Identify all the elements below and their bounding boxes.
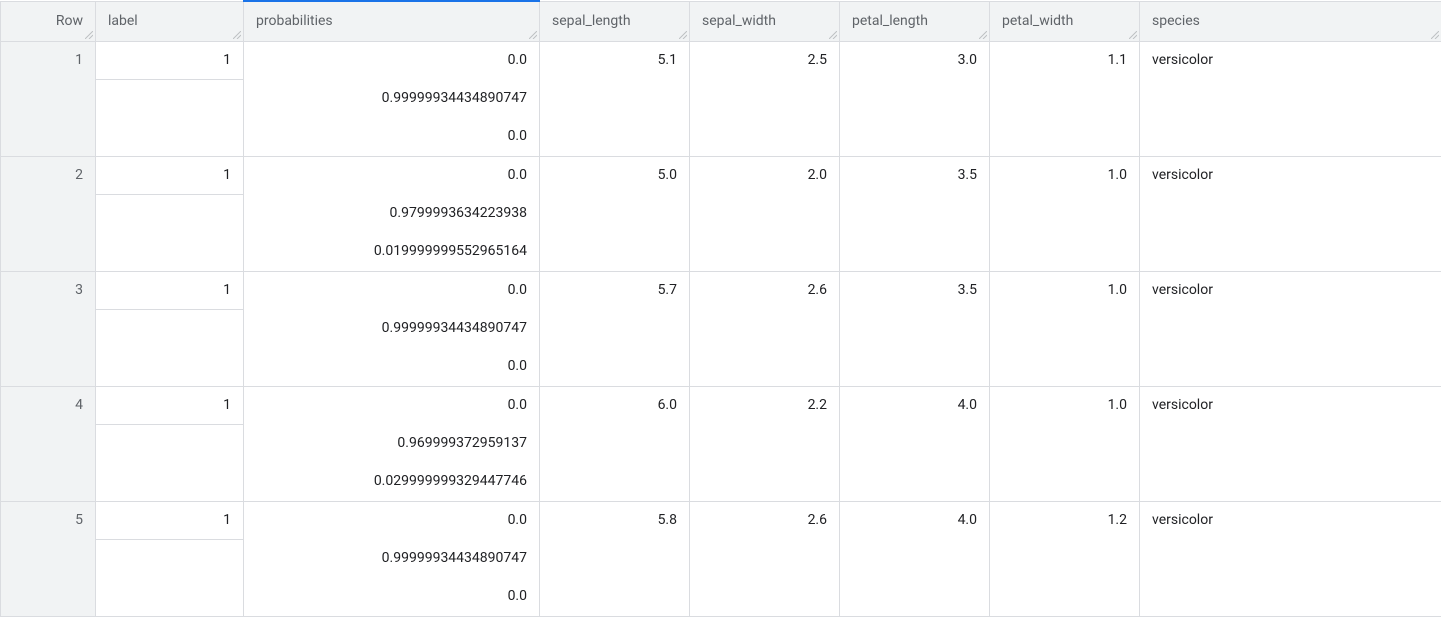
sepal-length-cell: 5.7	[540, 271, 690, 386]
probability-value: 0.0	[244, 272, 539, 310]
column-header-label: label	[108, 13, 138, 29]
probability-value: 0.019999999552965164	[244, 233, 539, 271]
sepal-width-cell: 2.5	[690, 41, 840, 156]
probabilities-cell: 0.00.999999344348907470.0	[244, 501, 540, 616]
species-cell: versicolor	[1140, 386, 1441, 501]
row-number-cell: 4	[1, 386, 96, 501]
column-header-sepal-length[interactable]: sepal_length	[540, 1, 690, 41]
label-empty	[96, 425, 243, 501]
label-cell: 1	[96, 501, 244, 616]
species-cell: versicolor	[1140, 271, 1441, 386]
column-header-sepal-width[interactable]: sepal_width	[690, 1, 840, 41]
species-cell: versicolor	[1140, 41, 1441, 156]
resize-handle-icon[interactable]	[979, 31, 987, 39]
probability-value: 0.0	[244, 387, 539, 425]
species-cell: versicolor	[1140, 156, 1441, 271]
sepal-width-cell: 2.6	[690, 501, 840, 616]
row-number-cell: 1	[1, 41, 96, 156]
label-value: 1	[96, 502, 243, 540]
probability-value: 0.029999999329447746	[244, 463, 539, 501]
table-row: 41 0.00.9699993729591370.029999999329447…	[1, 386, 1441, 501]
probability-value: 0.99999934434890747	[244, 80, 539, 118]
sepal-width-cell: 2.2	[690, 386, 840, 501]
species-cell: versicolor	[1140, 501, 1441, 616]
probabilities-cell: 0.00.9699993729591370.029999999329447746	[244, 386, 540, 501]
probability-value: 0.99999934434890747	[244, 310, 539, 348]
resize-handle-icon[interactable]	[1129, 31, 1137, 39]
label-value: 1	[96, 272, 243, 310]
petal-length-cell: 3.5	[840, 156, 990, 271]
column-header-petal-length[interactable]: petal_length	[840, 1, 990, 41]
column-header-label: sepal_width	[702, 13, 776, 29]
column-header-label: sepal_length	[552, 13, 631, 29]
table-row: 51 0.00.999999344348907470.05.82.64.01.2…	[1, 501, 1441, 616]
table-row: 21 0.00.97999936342239380.01999999955296…	[1, 156, 1441, 271]
sepal-length-cell: 5.1	[540, 41, 690, 156]
resize-handle-icon[interactable]	[529, 31, 537, 39]
probability-value: 0.0	[244, 42, 539, 80]
probabilities-cell: 0.00.999999344348907470.0	[244, 41, 540, 156]
column-header-label: species	[1152, 13, 1200, 29]
sepal-width-cell: 2.0	[690, 156, 840, 271]
sepal-width-cell: 2.6	[690, 271, 840, 386]
label-cell: 1	[96, 156, 244, 271]
row-number-cell: 5	[1, 501, 96, 616]
sepal-length-cell: 5.0	[540, 156, 690, 271]
resize-handle-icon[interactable]	[829, 31, 837, 39]
probability-value: 0.0	[244, 578, 539, 616]
petal-width-cell: 1.2	[990, 501, 1140, 616]
label-empty	[96, 310, 243, 386]
table-row: 31 0.00.999999344348907470.05.72.63.51.0…	[1, 271, 1441, 386]
label-value: 1	[96, 157, 243, 195]
column-header-row[interactable]: Row	[1, 1, 96, 41]
probability-value: 0.0	[244, 157, 539, 195]
column-header-petal-width[interactable]: petal_width	[990, 1, 1140, 41]
sepal-length-cell: 5.8	[540, 501, 690, 616]
probability-value: 0.0	[244, 502, 539, 540]
column-header-probabilities[interactable]: probabilities	[244, 1, 540, 41]
row-number-cell: 2	[1, 156, 96, 271]
probability-value: 0.0	[244, 118, 539, 156]
label-value: 1	[96, 387, 243, 425]
resize-handle-icon[interactable]	[1431, 31, 1439, 39]
resize-handle-icon[interactable]	[85, 31, 93, 39]
probabilities-cell: 0.00.97999936342239380.01999999955296516…	[244, 156, 540, 271]
table-row: 11 0.00.999999344348907470.05.12.53.01.1…	[1, 41, 1441, 156]
table-body: 11 0.00.999999344348907470.05.12.53.01.1…	[1, 41, 1441, 616]
table-header-row: Row label probabilities	[1, 1, 1441, 41]
label-empty	[96, 80, 243, 156]
column-header-label-col[interactable]: label	[96, 1, 244, 41]
results-table: Row label probabilities	[0, 0, 1441, 617]
resize-handle-icon[interactable]	[233, 31, 241, 39]
label-cell: 1	[96, 271, 244, 386]
column-header-label: Row	[56, 13, 83, 29]
column-header-label: petal_length	[852, 13, 928, 29]
probability-value: 0.0	[244, 348, 539, 386]
petal-width-cell: 1.1	[990, 41, 1140, 156]
petal-length-cell: 4.0	[840, 501, 990, 616]
sepal-length-cell: 6.0	[540, 386, 690, 501]
label-cell: 1	[96, 41, 244, 156]
probability-value: 0.969999372959137	[244, 425, 539, 463]
label-cell: 1	[96, 386, 244, 501]
petal-width-cell: 1.0	[990, 271, 1140, 386]
petal-length-cell: 3.5	[840, 271, 990, 386]
petal-width-cell: 1.0	[990, 156, 1140, 271]
petal-length-cell: 3.0	[840, 41, 990, 156]
column-header-label: petal_width	[1002, 13, 1073, 29]
probabilities-cell: 0.00.999999344348907470.0	[244, 271, 540, 386]
label-value: 1	[96, 42, 243, 80]
row-number-cell: 3	[1, 271, 96, 386]
column-header-species[interactable]: species	[1140, 1, 1441, 41]
label-empty	[96, 195, 243, 271]
column-header-label: probabilities	[256, 13, 333, 29]
probability-value: 0.9799993634223938	[244, 195, 539, 233]
petal-width-cell: 1.0	[990, 386, 1140, 501]
results-table-container: Row label probabilities	[0, 0, 1441, 617]
resize-handle-icon[interactable]	[679, 31, 687, 39]
probability-value: 0.99999934434890747	[244, 540, 539, 578]
label-empty	[96, 540, 243, 616]
petal-length-cell: 4.0	[840, 386, 990, 501]
